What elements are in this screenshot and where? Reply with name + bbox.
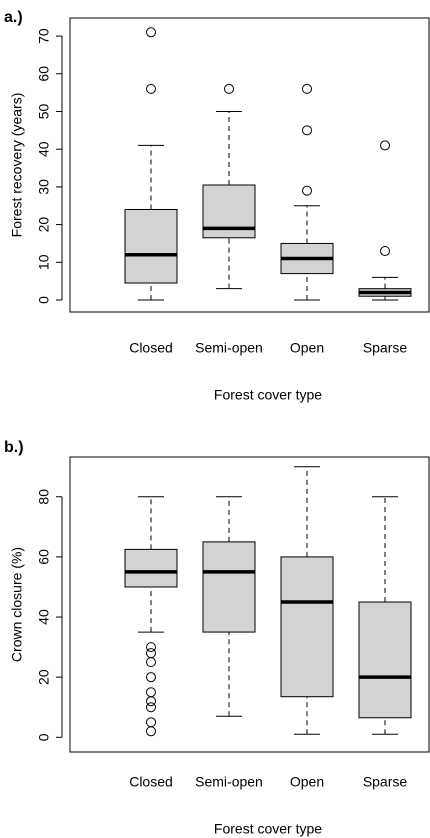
box — [124, 548, 178, 588]
y-tick-label: 20 — [36, 217, 52, 233]
outlier — [146, 717, 156, 728]
outlier — [146, 83, 156, 94]
panel-label: b.) — [4, 439, 24, 456]
y-tick-label: 0 — [36, 733, 52, 741]
y-tick-label: 10 — [36, 254, 52, 270]
y-tick-label: 30 — [36, 179, 52, 195]
y-axis-label: Forest recovery (years) — [9, 93, 25, 238]
box — [124, 209, 178, 284]
y-tick-label: 50 — [36, 103, 52, 119]
y-tick-label: 60 — [36, 549, 52, 565]
y-tick-label: 40 — [36, 141, 52, 157]
box — [358, 601, 412, 719]
outlier — [146, 648, 156, 659]
outlier — [146, 687, 156, 698]
x-tick-label: Open — [290, 774, 324, 790]
outlier — [146, 27, 156, 38]
outlier — [146, 642, 156, 653]
y-tick-label: 80 — [36, 489, 52, 505]
box — [202, 541, 256, 633]
x-tick-label: Semi-open — [195, 774, 263, 790]
x-tick-label: Closed — [129, 340, 173, 356]
outlier — [146, 702, 156, 713]
y-axis-label: Crown closure (%) — [9, 547, 25, 662]
y-tick-label: 20 — [36, 669, 52, 685]
x-tick-label: Open — [290, 340, 324, 356]
plot-frame — [69, 17, 430, 313]
x-tick-label: Sparse — [363, 774, 408, 790]
outlier — [302, 185, 312, 196]
outlier — [302, 83, 312, 94]
outlier — [380, 245, 390, 256]
outlier — [146, 726, 156, 737]
x-tick-label: Closed — [129, 774, 173, 790]
outlier — [146, 696, 156, 707]
plot-frame — [69, 456, 430, 753]
box — [280, 556, 334, 698]
y-tick-label: 0 — [36, 296, 52, 304]
outlier — [146, 657, 156, 668]
y-tick-label: 60 — [36, 66, 52, 82]
x-axis-label: Forest cover type — [214, 821, 322, 837]
y-tick-label: 40 — [36, 609, 52, 625]
outlier — [224, 83, 234, 94]
x-tick-label: Semi-open — [195, 340, 263, 356]
x-tick-label: Sparse — [363, 340, 408, 356]
y-tick-label: 70 — [36, 28, 52, 44]
outlier — [146, 672, 156, 683]
panel-label: a.) — [4, 9, 23, 26]
x-axis-label: Forest cover type — [214, 387, 322, 403]
outlier — [302, 125, 312, 136]
outlier — [380, 140, 390, 151]
